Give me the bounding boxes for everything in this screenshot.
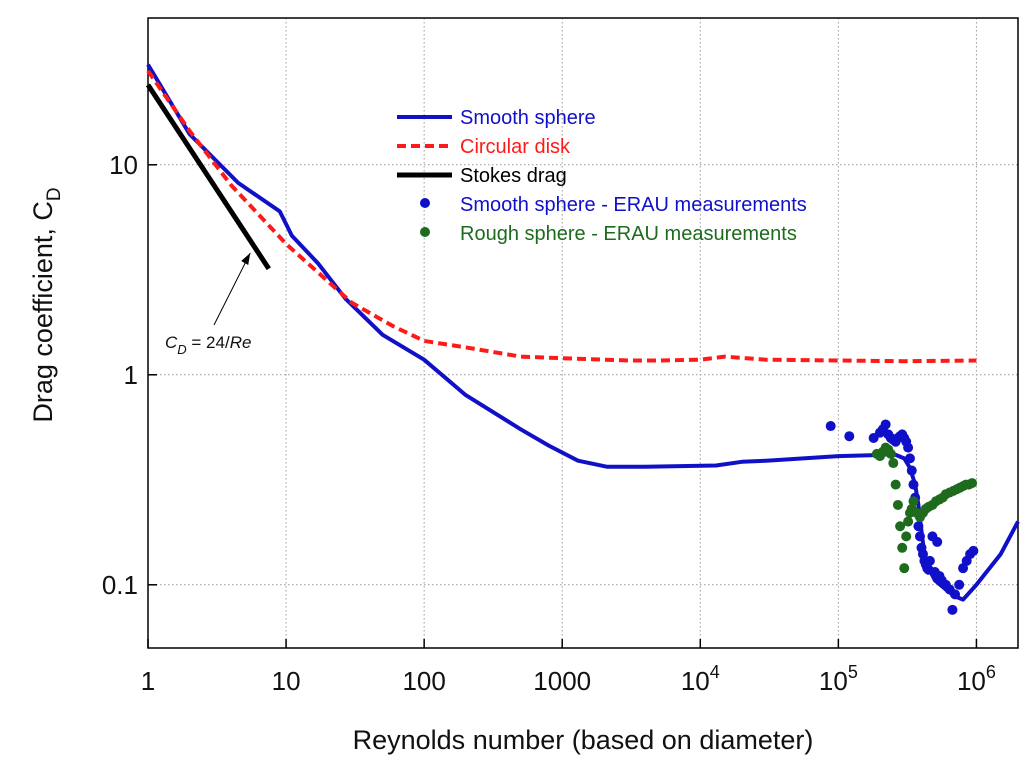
x-axis-title: Reynolds number (based on diameter) <box>353 725 814 755</box>
x-tick-label: 104 <box>681 662 720 696</box>
x-tick-base: 100 <box>402 666 445 696</box>
grid <box>148 18 1018 648</box>
data-point <box>844 431 855 442</box>
data-point <box>906 465 917 476</box>
data-point <box>899 563 910 574</box>
y-axis-title-main: Drag coefficient, C <box>28 201 58 423</box>
x-tick-base: 1 <box>141 666 155 696</box>
data-point <box>908 496 919 507</box>
annotation-label: CD = 24/Re <box>165 333 251 357</box>
legend-label: Smooth sphere - ERAU measurements <box>460 194 807 216</box>
x-tick-label: 1 <box>141 666 155 696</box>
series-line-circular-disk <box>146 69 977 364</box>
y-tick-label: 1 <box>124 360 138 390</box>
data-point <box>954 579 965 590</box>
y-axis-title: Drag coefficient, CD <box>28 187 65 422</box>
series-line-smooth-sphere <box>146 63 1020 602</box>
data-point <box>967 478 978 489</box>
data-point <box>932 536 943 547</box>
plot-frame <box>147 17 1019 649</box>
annotation-rest: = 24/ <box>187 333 230 352</box>
annotation-sub: D <box>177 342 186 357</box>
data-point <box>825 421 836 432</box>
data-point <box>913 521 924 532</box>
legend-label: Stokes drag <box>460 165 567 187</box>
data-point <box>885 448 896 459</box>
series-line-stokes-drag <box>145 83 271 271</box>
data-point <box>947 604 958 615</box>
x-tick-label: 1000 <box>533 666 591 696</box>
series-layer <box>145 63 1020 615</box>
x-tick-base: 1000 <box>533 666 591 696</box>
annotation-ital: Re <box>230 333 252 352</box>
data-point <box>901 531 912 542</box>
x-tick-base: 10 <box>681 666 710 696</box>
annotation-arrowhead <box>241 253 251 266</box>
x-tick-base: 10 <box>957 666 986 696</box>
data-point <box>890 479 901 490</box>
x-tick-base: 10 <box>819 666 848 696</box>
data-point <box>904 453 915 464</box>
x-tick-base: 10 <box>272 666 301 696</box>
x-tick-label: 100 <box>402 666 445 696</box>
data-point <box>903 442 914 453</box>
legend-marker <box>420 227 430 237</box>
legend-label: Smooth sphere <box>460 107 596 129</box>
legend-marker <box>420 198 430 208</box>
y-axis-title-sub: D <box>44 187 65 201</box>
annotation-main: C <box>165 333 178 352</box>
data-point <box>888 458 899 469</box>
data-point <box>880 419 891 430</box>
annotation: CD = 24/Re <box>165 252 251 357</box>
x-tick-label: 106 <box>957 662 996 696</box>
x-tick-label: 10 <box>272 666 301 696</box>
data-point <box>924 555 935 566</box>
x-tick-exponent: 4 <box>710 662 720 682</box>
legend-label: Circular disk <box>460 136 571 158</box>
x-tick-exponent: 6 <box>986 662 996 682</box>
annotation-arrow <box>213 252 251 326</box>
data-point <box>908 479 919 490</box>
data-point <box>903 516 914 527</box>
data-point <box>897 542 908 553</box>
data-point <box>950 589 961 600</box>
legend: Smooth sphere Circular disk Stokes drag Smo… <box>397 107 807 245</box>
data-point <box>895 521 906 532</box>
data-point <box>892 499 903 510</box>
x-tick-label: 105 <box>819 662 858 696</box>
data-point <box>914 531 925 542</box>
legend-label: Rough sphere - ERAU measurements <box>460 223 797 245</box>
y-tick-label: 0.1 <box>102 570 138 600</box>
x-tick-exponent: 5 <box>848 662 858 682</box>
data-point <box>968 545 979 556</box>
y-tick-label: 10 <box>109 150 138 180</box>
